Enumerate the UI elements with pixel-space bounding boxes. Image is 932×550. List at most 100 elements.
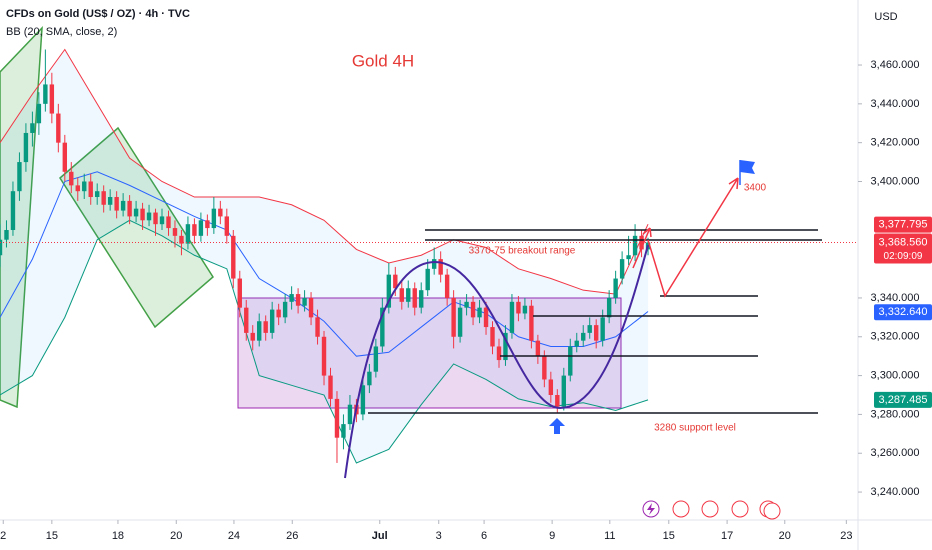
candle-body [198, 220, 204, 236]
candle-body [464, 301, 469, 308]
candle-body [43, 84, 48, 104]
y-tick-label: 3,440.000 [871, 98, 920, 110]
annotation: 3370-75 breakout range [469, 246, 576, 257]
flag [740, 160, 755, 174]
event-icon[interactable] [672, 500, 690, 518]
candle-body [4, 230, 9, 240]
candle-body [561, 375, 566, 407]
candle-body [406, 288, 411, 302]
x-tick-label: 17 [721, 530, 733, 542]
candle-body [522, 305, 528, 314]
candle-body [529, 305, 534, 341]
band-fill [0, 49, 649, 463]
price-tag-label: 3,332.640 [879, 306, 928, 318]
x-tick-label: 20 [170, 530, 182, 542]
candle-body [613, 278, 618, 298]
candle-body [36, 103, 42, 124]
arrow [632, 227, 652, 269]
candle-body [451, 297, 456, 337]
annotation: 3280 support level [654, 423, 736, 434]
candle-body [386, 274, 392, 308]
candle-body [380, 307, 385, 347]
candle-body [555, 394, 560, 407]
candle-body [600, 317, 605, 341]
candle-body [438, 259, 443, 275]
candle-body [574, 340, 579, 347]
candle-body [626, 255, 631, 260]
candle-body [587, 325, 592, 333]
y-tick-label: 3,400.000 [871, 175, 920, 187]
y-tick-label: 3,280.000 [871, 408, 920, 420]
candle-body [295, 294, 301, 306]
candle-body [496, 346, 502, 361]
candle-body [140, 208, 145, 221]
candle-body [56, 113, 61, 143]
currency-label[interactable]: USD [874, 11, 897, 23]
candle-body [107, 197, 113, 205]
x-tick-label: 2 [0, 530, 6, 542]
candle-body [185, 224, 191, 244]
price-tag-label: 3,368.560 [879, 236, 928, 248]
candle-body [542, 356, 547, 380]
y-tick-label: 3,340.000 [871, 292, 920, 304]
candle-body [412, 288, 417, 308]
candle-body [393, 274, 398, 289]
candle-body [114, 197, 119, 211]
candle-body [244, 307, 249, 333]
candle-body [17, 162, 22, 192]
candle-body [490, 327, 495, 347]
candle-body [593, 325, 599, 341]
candle-body [88, 181, 93, 198]
candle-body [619, 259, 625, 279]
candle-body [95, 191, 100, 198]
event-icon[interactable] [731, 500, 749, 518]
annotation: 3400 [744, 183, 767, 194]
candle-body [360, 385, 366, 415]
event-icon[interactable] [701, 500, 719, 518]
candle-body [399, 288, 404, 302]
candle-body [166, 216, 171, 229]
candle-body [341, 424, 346, 438]
rotated-rectangle [0, 25, 43, 409]
event-icon[interactable] [763, 502, 781, 520]
rotated-rectangle [59, 126, 214, 329]
x-tick-label: Jul [372, 530, 388, 542]
price-tag-label: 3,377.795 [879, 218, 928, 230]
x-tick-label: 6 [481, 530, 487, 542]
candle-body [581, 332, 586, 341]
x-tick-label: 20 [779, 530, 791, 542]
candle-body [470, 301, 476, 318]
candle-body [257, 321, 262, 341]
candle-body [101, 191, 106, 205]
candle-body [419, 290, 424, 308]
candle-body [483, 307, 489, 328]
candle-body [509, 301, 515, 333]
candle-body [205, 220, 210, 229]
candle-body [548, 379, 554, 395]
candle-body [192, 224, 197, 236]
candle-body [321, 336, 327, 376]
y-tick-label: 3,320.000 [871, 331, 920, 343]
candle-body [30, 123, 35, 133]
candle-body [425, 268, 430, 291]
candle-body [49, 84, 55, 114]
candle-body [224, 216, 230, 236]
candle-body [334, 398, 340, 438]
price-tag [874, 304, 932, 321]
candle-body [133, 208, 139, 217]
candle-body [431, 259, 437, 269]
candle-body [516, 301, 521, 314]
candle-body [263, 321, 268, 333]
candle-body [639, 235, 644, 250]
symbol-header[interactable]: CFDs on Gold (US$ / OZ) · 4h · TVC [6, 8, 190, 20]
candle-body [231, 235, 236, 279]
indicator-label[interactable]: BB (20, SMA, close, 2) [6, 26, 117, 38]
chart-title: Gold 4H [352, 51, 414, 70]
candle-body [69, 171, 74, 186]
candle-body [269, 309, 275, 333]
candle-body [179, 235, 184, 244]
candle-body [302, 297, 307, 306]
candle-body [328, 375, 333, 399]
candle-body [218, 208, 223, 217]
